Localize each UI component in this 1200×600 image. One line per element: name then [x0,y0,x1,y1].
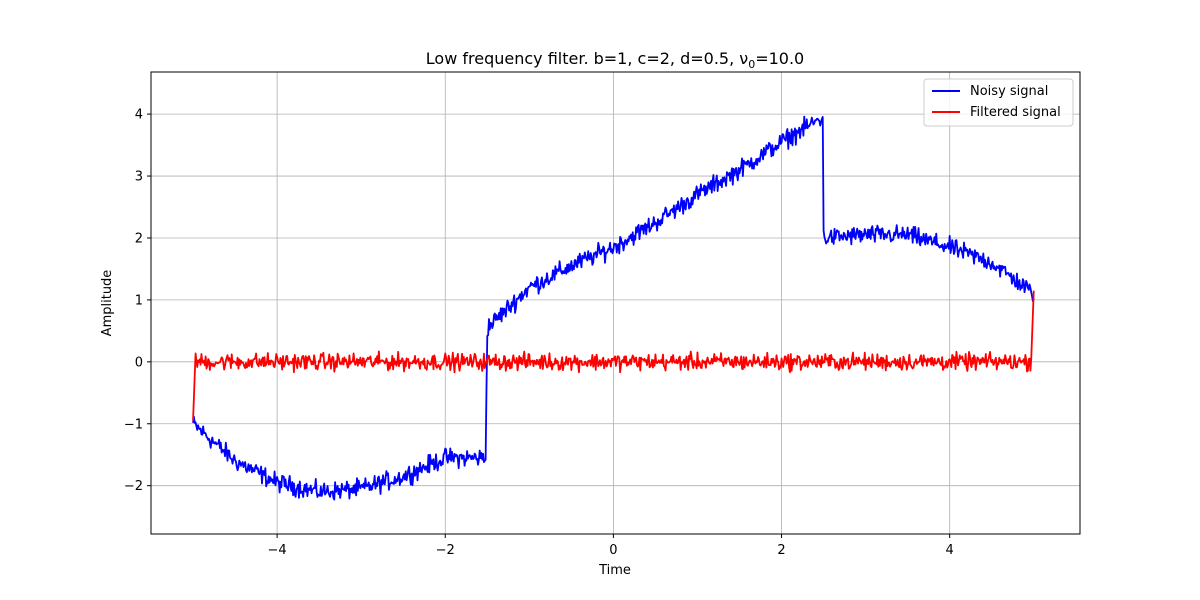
grid-lines [151,72,1080,534]
legend-label-filtered: Filtered signal [970,105,1061,120]
series-lines [192,115,1035,501]
series-line-noisy-signal [192,115,1035,501]
legend: Noisy signal Filtered signal [923,78,1074,127]
x-tick-label: 4 [946,543,954,558]
y-tick-label: 4 [135,108,143,123]
x-tick-label: 2 [777,543,785,558]
x-tick-label: 0 [609,543,617,558]
y-tick-label: 2 [135,231,143,246]
tick-marks: −4 −2 0 2 4 −2 −1 0 1 2 3 4 [124,108,954,558]
chart-title-tail: =10.0 [755,49,804,68]
y-tick-label: −1 [124,417,143,432]
series-line-filtered-signal [192,290,1035,421]
x-axis-label: Time [598,563,631,578]
x-tick-label: −4 [268,543,287,558]
chart-title-main: Low frequency filter. b=1, c=2, d=0.5, ν [426,49,749,68]
legend-box [923,78,1074,127]
plot-frame [150,71,1081,535]
legend-label-noisy: Noisy signal [970,84,1048,99]
y-tick-label: 0 [135,355,143,370]
y-tick-label: 1 [135,293,143,308]
chart-title: Low frequency filter. b=1, c=2, d=0.5, ν… [426,49,804,71]
y-tick-label: 3 [135,170,143,185]
chart-title-subscript: 0 [748,58,755,71]
y-tick-label: −2 [124,479,143,494]
x-tick-label: −2 [436,543,455,558]
y-axis-label: Amplitude [100,270,115,337]
